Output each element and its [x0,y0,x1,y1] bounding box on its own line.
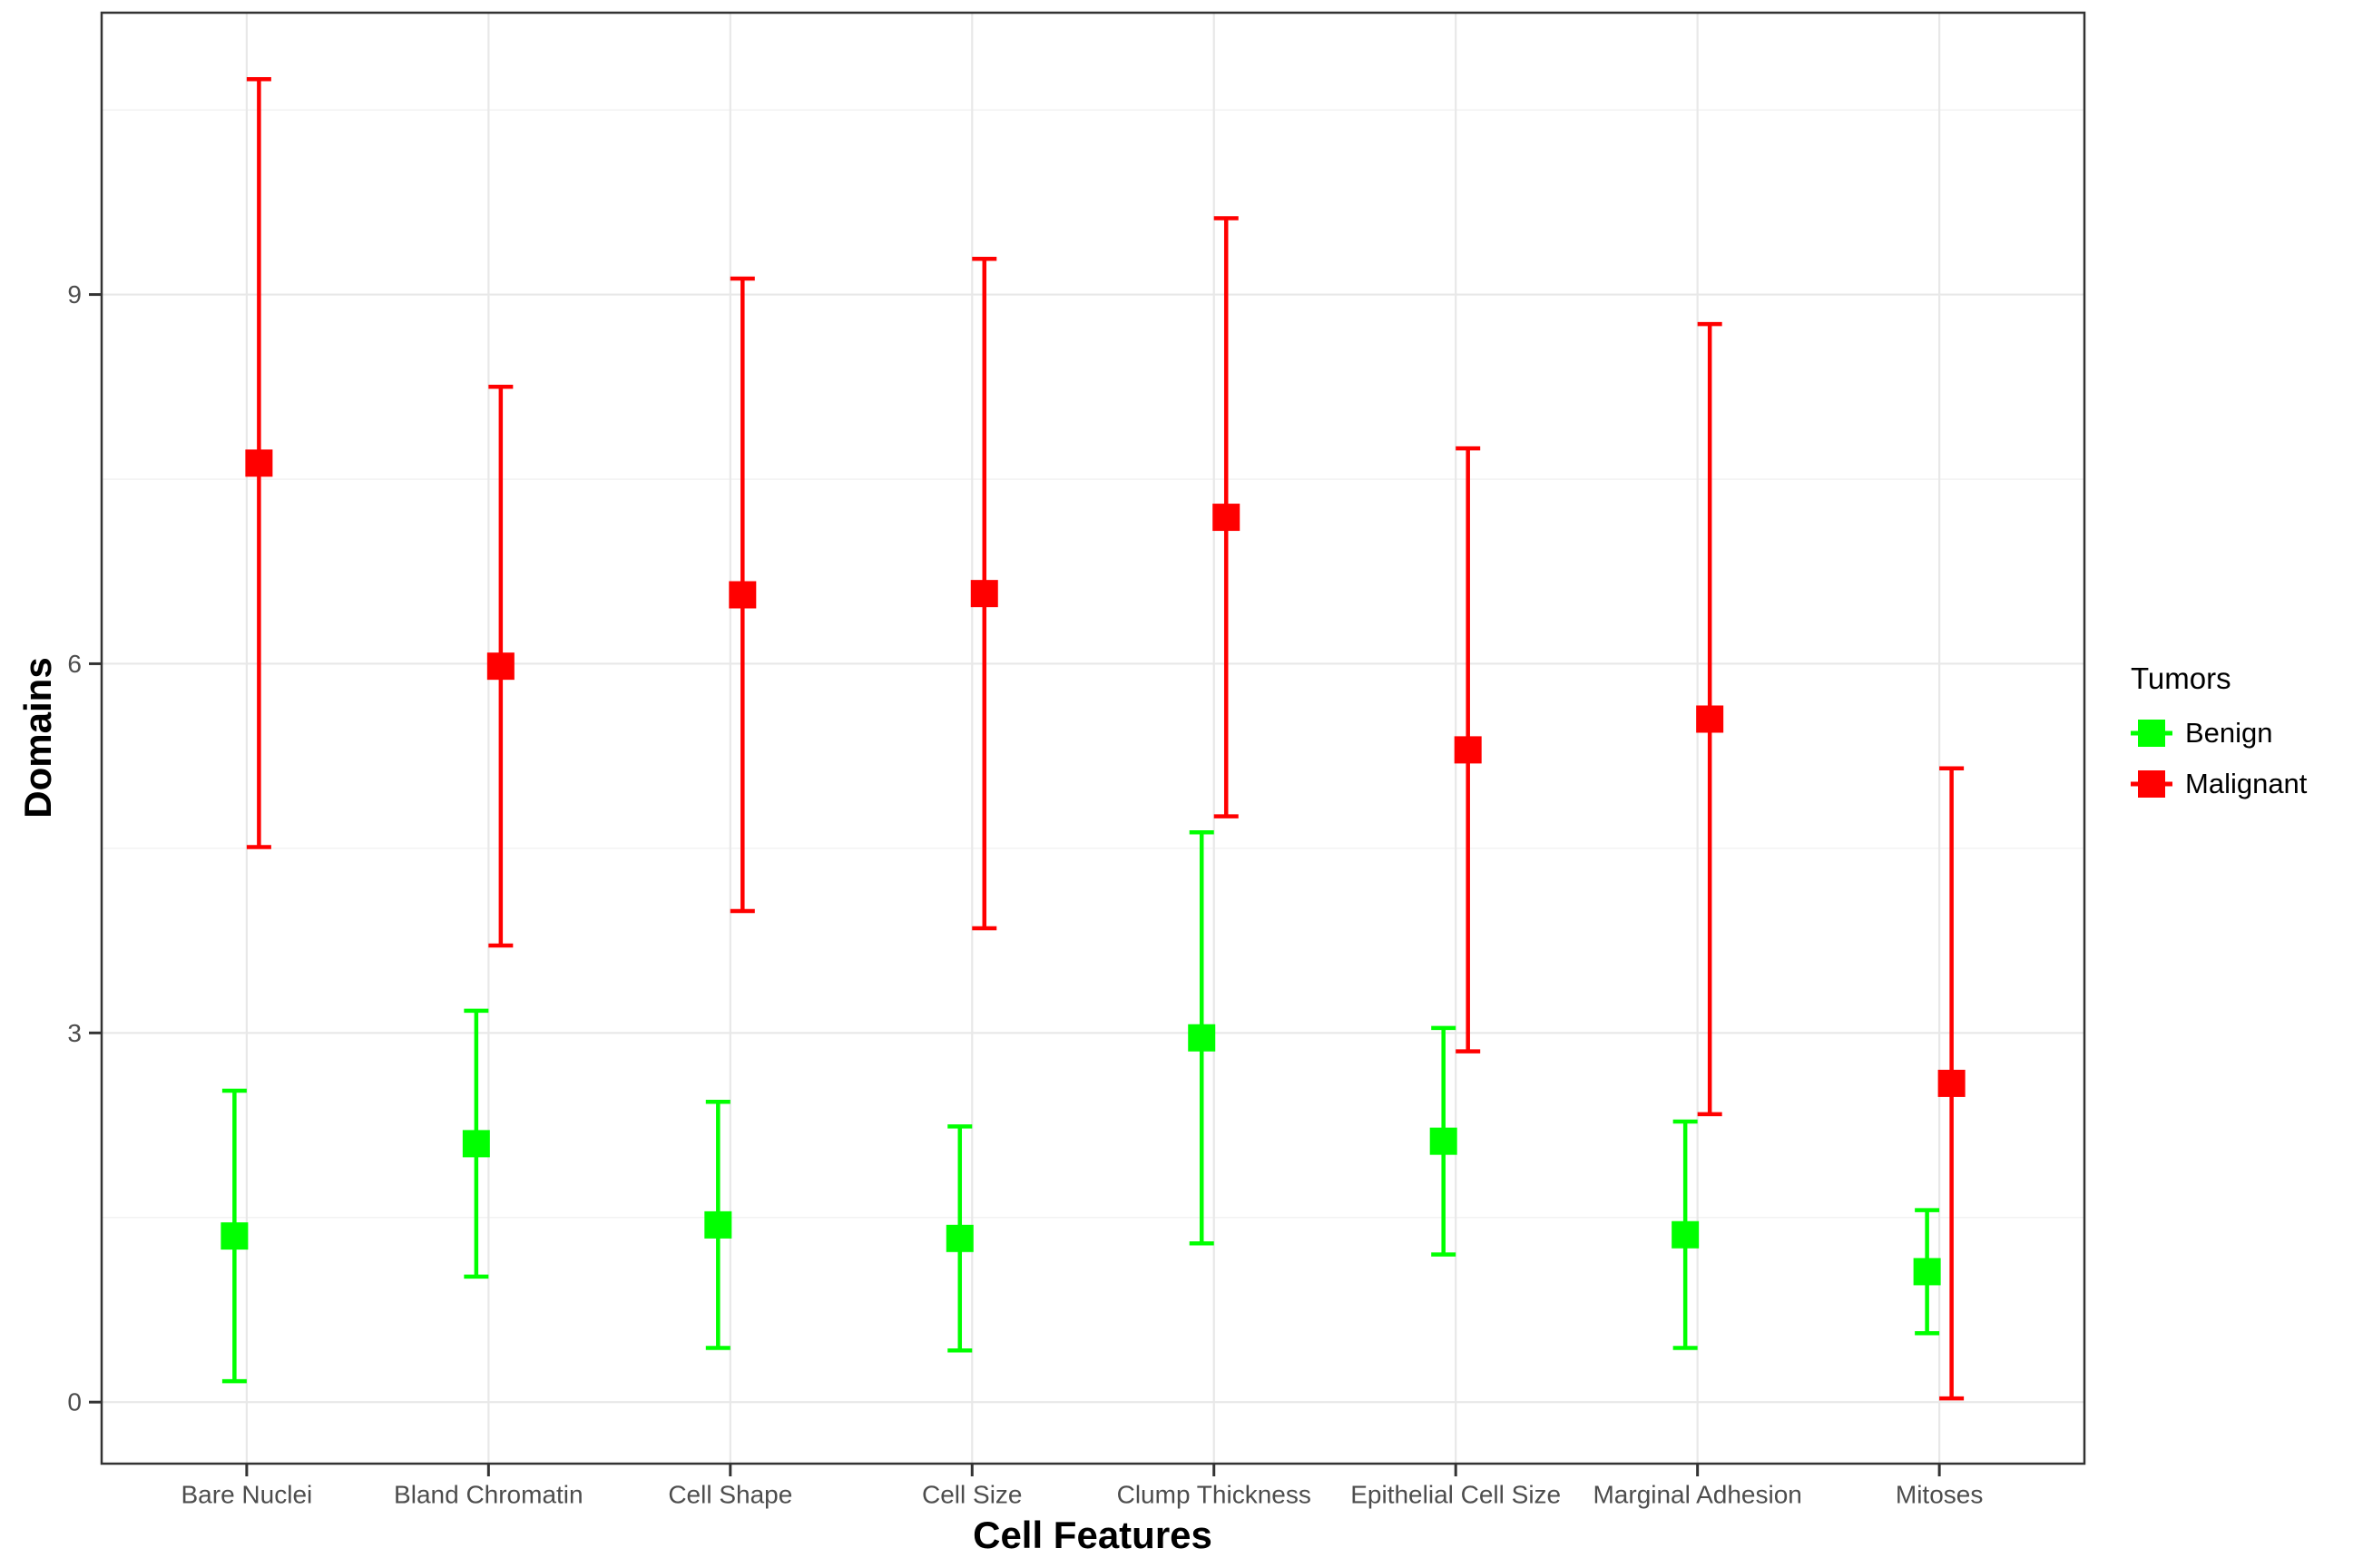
x-tick-label: Bland Chromatin [394,1481,583,1509]
mean-point [486,652,515,681]
legend: Tumors Benign Malignant [2131,661,2307,818]
legend-key-square [2138,720,2165,747]
pointrange-benign-cell-size [946,1124,974,1353]
mean-point [221,1222,249,1250]
mean-point [462,1130,490,1158]
pointrange-malignant-mitoses [1937,766,1966,1401]
mean-point [1696,705,1724,733]
y-tick-label: 0 [67,1388,82,1416]
mean-point [1429,1127,1457,1155]
panel-background [102,13,2084,1464]
x-tick-label: Epithelial Cell Size [1350,1481,1561,1509]
y-tick-label: 9 [67,280,82,309]
mean-point [245,449,273,477]
legend-key-benign-icon [2131,718,2172,749]
x-tick-label: Cell Shape [668,1481,792,1509]
pointrange-malignant-cell-size [970,256,998,931]
pointrange-benign-cell-shape [704,1100,732,1350]
mean-point [704,1210,732,1239]
y-tick-label: 3 [67,1019,82,1047]
pointrange-malignant-bare-nuclei [245,76,273,849]
pointrange-benign-mitoses [1913,1208,1941,1336]
mean-point [729,581,757,609]
x-tick-label: Cell Size [922,1481,1022,1509]
legend-items: Benign Malignant [2131,717,2307,800]
pointrange-benign-marginal-adhesion [1672,1119,1700,1350]
mean-point [1212,504,1240,532]
pointrange-malignant-cell-shape [729,276,757,914]
legend-item-malignant: Malignant [2131,768,2307,800]
pointrange-malignant-epithelial-cell-size [1454,446,1482,1054]
mean-point [1672,1220,1700,1249]
pointrange-benign-epithelial-cell-size [1429,1025,1457,1257]
panel-border [100,11,2086,1465]
legend-label: Benign [2185,717,2273,749]
legend-title: Tumors [2131,662,2231,695]
mean-point [1913,1258,1941,1286]
pointrange-benign-clump-thickness [1188,830,1216,1246]
legend-key-square [2138,770,2165,798]
pointrange-malignant-clump-thickness [1212,216,1240,818]
legend-item-benign: Benign [2131,717,2307,750]
pointrange-malignant-bland-chromatin [486,385,515,948]
y-tick-label: 6 [67,650,82,678]
x-tick-label: Mitoses [1896,1481,1983,1509]
x-tick-label: Clump Thickness [1117,1481,1311,1509]
mean-point [946,1224,974,1252]
mean-point [1188,1024,1216,1052]
pointrange-benign-bare-nuclei [221,1088,249,1384]
mean-point [1937,1069,1966,1097]
x-tick-label: Marginal Adhesion [1593,1481,1801,1509]
mean-point [970,580,998,608]
x-tick-label: Bare Nuclei [181,1481,313,1509]
y-axis-title: Domains [16,657,59,818]
legend-key-malignant-icon [2131,769,2172,799]
mean-point [1454,736,1482,764]
pointrange-malignant-marginal-adhesion [1696,321,1724,1117]
legend-label: Malignant [2185,768,2308,799]
pointrange-benign-bland-chromatin [462,1008,490,1279]
x-axis-title: Cell Features [973,1514,1212,1556]
